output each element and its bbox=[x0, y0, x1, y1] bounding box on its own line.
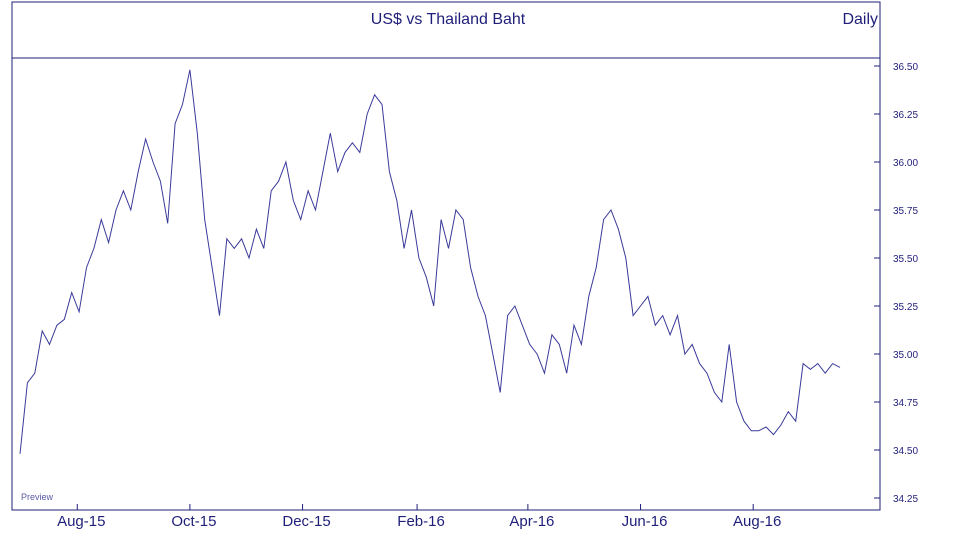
y-tick-label: 35.00 bbox=[893, 350, 918, 361]
y-tick-label: 36.50 bbox=[893, 62, 918, 73]
y-tick-label: 35.25 bbox=[893, 302, 918, 313]
x-tick-label: Jun-16 bbox=[622, 513, 668, 530]
x-tick-label: Apr-16 bbox=[509, 513, 554, 530]
chart-title: US$ vs Thailand Baht bbox=[371, 11, 526, 28]
x-tick-label: Feb-16 bbox=[397, 513, 445, 530]
chart-frame bbox=[11, 1, 881, 511]
frequency-label: Daily bbox=[842, 11, 878, 28]
y-tick-label: 35.50 bbox=[893, 254, 918, 265]
preview-watermark: Preview bbox=[21, 492, 54, 502]
y-tick-label: 35.75 bbox=[893, 206, 918, 217]
y-tick-label: 34.75 bbox=[893, 398, 918, 409]
y-tick-label: 36.00 bbox=[893, 158, 918, 169]
x-tick-label: Aug-16 bbox=[733, 513, 781, 530]
x-tick-label: Dec-15 bbox=[282, 513, 330, 530]
x-tick-label: Aug-15 bbox=[57, 513, 105, 530]
x-axis-ticks: Aug-15 Oct-15 Dec-15 Feb-16 Apr-16 Jun-16 Aug-… bbox=[57, 504, 781, 530]
series-line bbox=[19, 69, 841, 454]
y-tick-label: 34.50 bbox=[893, 446, 918, 457]
y-axis-ticks: 34.25 34.50 34.75 35.00 35.25 35.50 35.75 36.00… bbox=[874, 62, 918, 505]
y-tick-label: 34.25 bbox=[893, 494, 918, 505]
x-tick-label: Oct-15 bbox=[171, 513, 216, 530]
y-tick-label: 36.25 bbox=[893, 110, 918, 121]
